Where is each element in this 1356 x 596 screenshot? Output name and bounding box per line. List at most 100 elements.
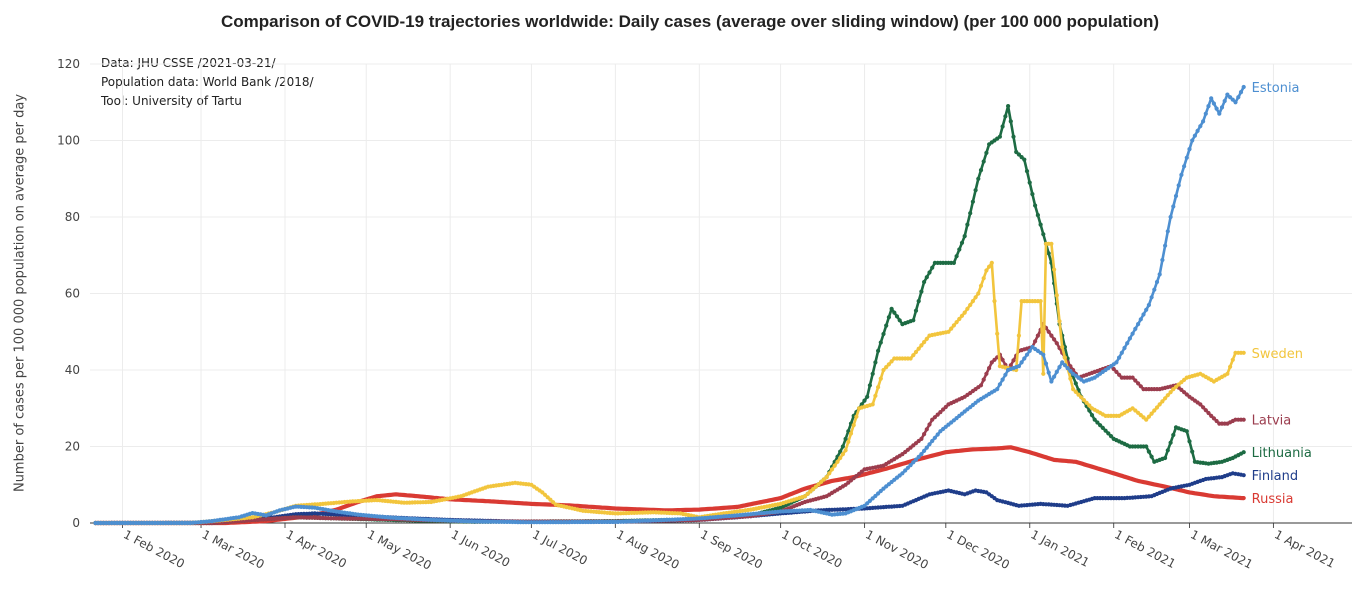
data-point-lithuania — [1168, 440, 1173, 445]
data-point-latvia — [1011, 358, 1016, 363]
data-point-sweden — [962, 310, 967, 315]
data-point-estonia — [1201, 119, 1206, 124]
data-point-latvia — [1130, 375, 1135, 380]
data-point-sweden — [846, 439, 851, 444]
data-point-estonia — [1022, 356, 1027, 361]
data-point-sweden — [987, 264, 992, 269]
data-point-sweden — [1073, 389, 1078, 394]
data-point-estonia — [1016, 364, 1022, 369]
data-point-sweden — [1068, 376, 1073, 381]
data-point-lithuania — [1038, 222, 1043, 227]
data-point-lithuania — [1146, 449, 1151, 454]
data-point-estonia — [913, 457, 919, 462]
data-point-latvia — [992, 357, 997, 362]
data-point-latvia — [1114, 369, 1119, 374]
data-point-lithuania — [1011, 134, 1016, 139]
data-point-sweden — [995, 331, 1000, 336]
data-point-sweden — [913, 349, 919, 355]
data-point-estonia — [1176, 183, 1181, 188]
data-point-sweden — [1049, 241, 1054, 246]
data-point-latvia — [1052, 337, 1057, 342]
data-point-lithuania — [1095, 420, 1100, 425]
data-point-estonia — [1171, 204, 1176, 209]
data-point-sweden — [886, 362, 892, 367]
data-point-sweden — [829, 467, 835, 472]
data-point-lithuania — [1184, 429, 1189, 434]
data-point-estonia — [932, 435, 938, 440]
data-point-estonia — [1041, 352, 1046, 357]
data-point-estonia — [1238, 90, 1244, 95]
data-point-estonia — [1157, 272, 1162, 277]
data-point-latvia — [1138, 384, 1143, 389]
data-point-estonia — [1233, 100, 1238, 105]
data-point-sweden — [838, 455, 843, 461]
data-point-lithuania — [878, 340, 883, 345]
x-tick-label: 1 Sep 2020 — [698, 527, 765, 571]
data-point-sweden — [884, 365, 889, 370]
data-point-lithuania — [873, 360, 878, 365]
data-point-sweden — [1163, 396, 1168, 401]
y-tick-label: 80 — [65, 210, 80, 224]
data-point-lithuania — [1106, 431, 1111, 436]
data-point-sweden — [821, 477, 827, 482]
data-point-estonia — [911, 460, 916, 465]
data-point-sweden — [1228, 364, 1233, 369]
data-point-latvia — [1035, 333, 1040, 338]
series-label-finland: Finland — [1252, 469, 1298, 484]
data-point-estonia — [997, 382, 1003, 387]
data-point-lithuania — [922, 279, 927, 285]
data-point-sweden — [1241, 350, 1246, 355]
x-tick-label: 1 Mar 2020 — [200, 527, 267, 571]
data-point-sweden — [878, 376, 883, 381]
data-point-sweden — [978, 283, 984, 288]
data-point-estonia — [1149, 295, 1154, 300]
x-tick-label: 1 Feb 2020 — [121, 527, 187, 571]
data-point-latvia — [1214, 418, 1219, 424]
data-point-estonia — [927, 442, 932, 447]
data-point-estonia — [1003, 372, 1008, 377]
data-point-sweden — [989, 260, 994, 265]
data-point-lithuania — [1046, 251, 1051, 256]
y-tick-label: 120 — [57, 57, 80, 71]
data-point-lithuania — [1073, 381, 1078, 386]
data-point-lithuania — [870, 371, 875, 376]
data-point-lithuania — [884, 323, 889, 328]
data-point-lithuania — [973, 188, 978, 193]
data-point-lithuania — [843, 436, 848, 441]
data-point-sweden — [965, 306, 970, 311]
data-point-estonia — [1046, 370, 1051, 375]
data-point-estonia — [930, 438, 935, 444]
data-point-sweden — [1165, 393, 1170, 398]
series-line-sweden — [94, 242, 1245, 525]
data-point-lithuania — [1003, 114, 1008, 119]
x-tick-label: 1 Jul 2020 — [530, 527, 590, 568]
data-point-sweden — [542, 492, 548, 497]
note-data-source: Data: JHU CSSE /2021-03-21/ — [101, 56, 276, 70]
y-tick-label: 20 — [65, 440, 80, 454]
data-point-sweden — [970, 299, 976, 304]
data-point-estonia — [1173, 193, 1179, 199]
series-label-estonia: Estonia — [1252, 81, 1300, 96]
data-point-lithuania — [978, 168, 984, 173]
data-point-latvia — [1203, 408, 1208, 413]
x-tick-label: 1 Apr 2021 — [1272, 527, 1337, 571]
data-point-latvia — [941, 407, 946, 412]
data-point-lithuania — [1024, 169, 1030, 174]
data-point-lithuania — [1144, 444, 1149, 449]
data-point-latvia — [938, 410, 943, 415]
data-point-estonia — [1225, 92, 1230, 97]
data-point-estonia — [1136, 322, 1141, 327]
data-point-estonia — [1190, 138, 1195, 143]
x-tick-label: 1 Nov 2020 — [863, 527, 931, 572]
data-point-sweden — [954, 320, 959, 325]
data-point-lithuania — [919, 289, 924, 294]
data-point-lithuania — [840, 444, 846, 449]
data-point-sweden — [545, 495, 550, 500]
data-point-sweden — [1087, 403, 1092, 408]
data-point-latvia — [922, 432, 927, 437]
data-point-sweden — [973, 295, 978, 300]
data-point-sweden — [1149, 411, 1154, 416]
data-point-sweden — [851, 423, 856, 428]
data-point-lithuania — [1165, 448, 1170, 453]
data-point-lithuania — [1019, 155, 1024, 160]
